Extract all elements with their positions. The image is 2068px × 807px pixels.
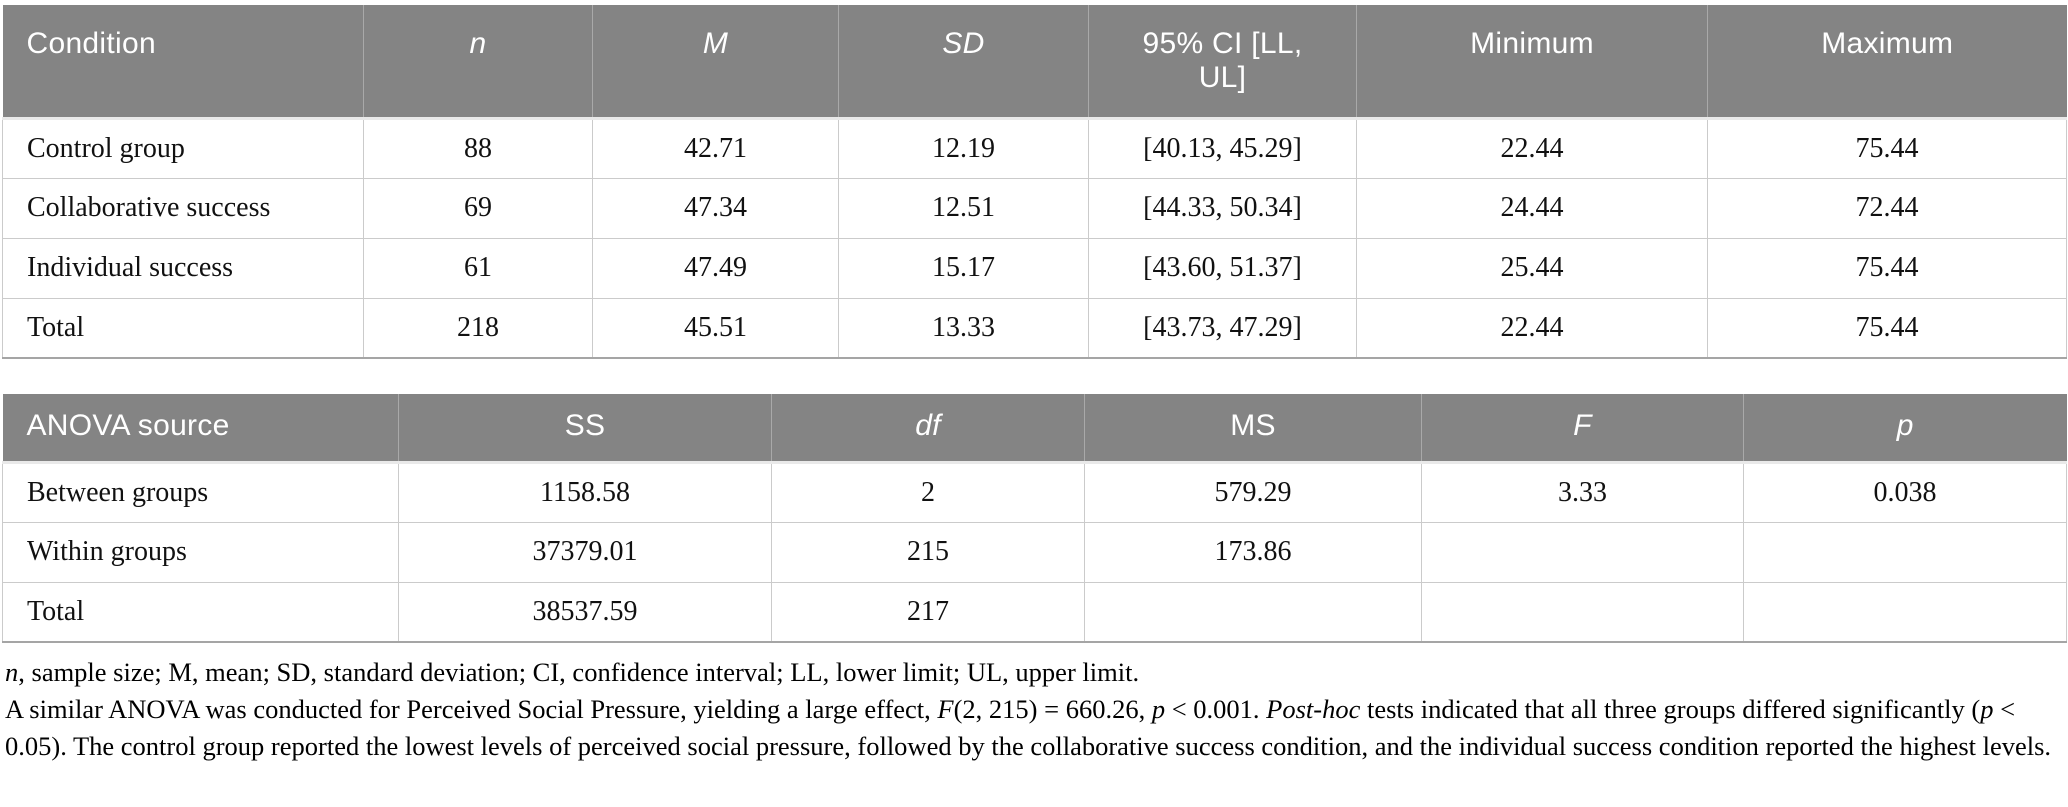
header-row: ANOVA source SS df MS F p [2,394,2067,464]
cell-condition: Total [2,297,364,359]
cell-p: 0.038 [1743,461,2067,523]
cell-ci: [44.33, 50.34] [1088,177,1357,239]
cell-ms: 579.29 [1084,461,1422,523]
col-header-maximum: Maximum [1707,5,2067,120]
col-header-df: df [771,394,1085,464]
cell-condition: Control group [2,117,364,179]
cell-ms [1084,581,1422,643]
cell-n: 69 [363,177,593,239]
col-header-ss: SS [398,394,772,464]
col-header-ms: MS [1084,394,1422,464]
cell-df: 217 [771,581,1085,643]
anova-table: ANOVA source SS df MS F p Between groups… [2,394,2067,643]
table-separator [0,359,2068,394]
cell-max: 72.44 [1707,177,2067,239]
anova-header: ANOVA source SS df MS F p [2,394,2067,464]
cell-sd: 12.19 [838,117,1089,179]
descriptives-header: Condition n M SD 95% CI [LL, UL] Minimum… [2,5,2067,120]
col-header-anova-source: ANOVA source [2,394,399,464]
col-header-condition: Condition [2,5,364,120]
cell-max: 75.44 [1707,297,2067,359]
cell-ss: 37379.01 [398,521,772,583]
table-footnotes: n, sample size; M, mean; SD, standard de… [0,654,2068,765]
cell-min: 22.44 [1356,117,1708,179]
cell-sd: 13.33 [838,297,1089,359]
cell-source: Between groups [2,461,399,523]
cell-n: 88 [363,117,593,179]
col-header-m: M [592,5,839,120]
table-row-individual-success: Individual success 61 47.49 15.17 [43.60… [2,237,2067,299]
cell-sd: 15.17 [838,237,1089,299]
cell-df: 2 [771,461,1085,523]
cell-p [1743,521,2067,583]
cell-ci: [43.60, 51.37] [1088,237,1357,299]
abbreviations-note: n, sample size; M, mean; SD, standard de… [5,657,1140,687]
cell-ss: 38537.59 [398,581,772,643]
col-header-p: p [1743,394,2067,464]
table-row-total: Total 218 45.51 13.33 [43.73, 47.29] 22.… [2,297,2067,359]
cell-m: 45.51 [592,297,839,359]
cell-sd: 12.51 [838,177,1089,239]
anova-body: Between groups 1158.58 2 579.29 3.33 0.0… [2,461,2067,643]
ci-header-label: 95% CI [LL, UL] [1142,27,1303,94]
anova-followup-note: A similar ANOVA was conducted for Percei… [5,694,2052,761]
cell-min: 24.44 [1356,177,1708,239]
table-row-collaborative-success: Collaborative success 69 47.34 12.51 [44… [2,177,2067,239]
table-row-within-groups: Within groups 37379.01 215 173.86 [2,521,2067,583]
table-row-control-group: Control group 88 42.71 12.19 [40.13, 45.… [2,117,2067,179]
cell-f [1421,521,1744,583]
cell-ci: [43.73, 47.29] [1088,297,1357,359]
cell-source: Within groups [2,521,399,583]
cell-m: 47.34 [592,177,839,239]
cell-ss: 1158.58 [398,461,772,523]
cell-max: 75.44 [1707,117,2067,179]
col-header-minimum: Minimum [1356,5,1708,120]
cell-max: 75.44 [1707,237,2067,299]
cell-m: 42.71 [592,117,839,179]
descriptives-body: Control group 88 42.71 12.19 [40.13, 45.… [2,117,2067,359]
cell-m: 47.49 [592,237,839,299]
cell-condition: Collaborative success [2,177,364,239]
cell-n: 218 [363,297,593,359]
cell-min: 25.44 [1356,237,1708,299]
cell-condition: Individual success [2,237,364,299]
cell-f: 3.33 [1421,461,1744,523]
header-row: Condition n M SD 95% CI [LL, UL] Minimum… [2,5,2067,120]
col-header-f: F [1421,394,1744,464]
col-header-sd: SD [838,5,1089,120]
cell-p [1743,581,2067,643]
table-row-anova-total: Total 38537.59 217 [2,581,2067,643]
cell-source: Total [2,581,399,643]
cell-f [1421,581,1744,643]
col-header-n: n [363,5,593,120]
cell-df: 215 [771,521,1085,583]
cell-ci: [40.13, 45.29] [1088,117,1357,179]
table-row-between-groups: Between groups 1158.58 2 579.29 3.33 0.0… [2,461,2067,523]
descriptives-table: Condition n M SD 95% CI [LL, UL] Minimum… [2,5,2067,359]
cell-min: 22.44 [1356,297,1708,359]
cell-ms: 173.86 [1084,521,1422,583]
col-header-ci: 95% CI [LL, UL] [1088,5,1357,120]
cell-n: 61 [363,237,593,299]
